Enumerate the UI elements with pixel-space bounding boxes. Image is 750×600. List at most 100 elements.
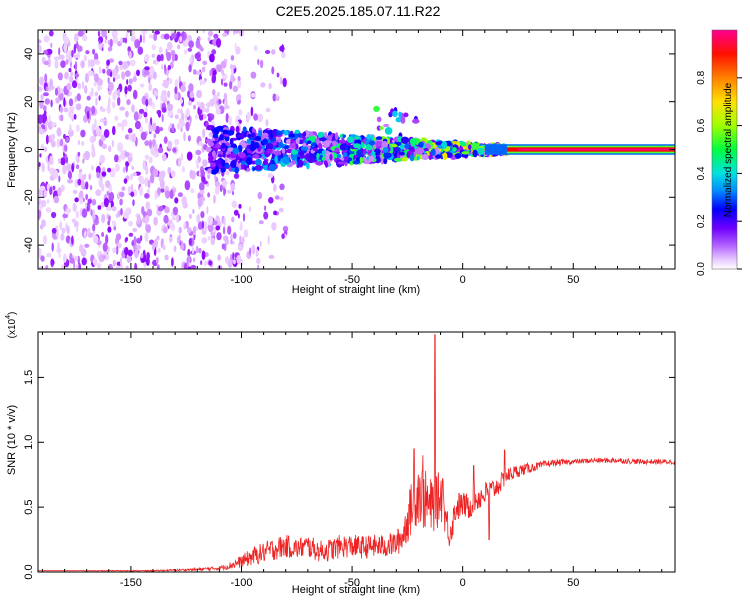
heatmap-cell (163, 90, 167, 96)
heatmap-cell (68, 75, 74, 83)
heatmap-cell (215, 225, 221, 231)
heatmap-cell (156, 264, 160, 269)
heatmap-cell (43, 235, 47, 245)
heatmap-cell (321, 156, 325, 161)
heatmap-cell (267, 172, 274, 179)
heatmap-cell (409, 146, 415, 151)
heatmap-cell (415, 147, 424, 155)
heatmap-cell (111, 206, 117, 212)
heatmap-cell (300, 146, 309, 151)
heatmap-cell (143, 254, 147, 263)
snr-frame (37, 331, 676, 573)
heatmap-cell (159, 179, 165, 189)
heatmap-cell (174, 86, 178, 94)
heatmap-cell (49, 78, 53, 88)
spectrogram-x-label: Height of straight line (km) (292, 284, 420, 296)
heatmap-cell (153, 59, 156, 65)
heatmap-cell (56, 138, 60, 148)
heatmap-cell (121, 71, 125, 80)
heatmap-cell (147, 188, 150, 194)
heatmap-cell (112, 247, 117, 254)
heatmap-cell (57, 241, 60, 251)
heatmap-cell (81, 141, 85, 146)
heatmap-cell (202, 60, 208, 66)
colorbar-tick-label: 0.8 (696, 70, 707, 84)
heatmap-cell (158, 171, 165, 182)
heatmap-cell (71, 80, 78, 89)
heatmap-cell (200, 260, 203, 265)
heatmap-cell (200, 80, 207, 85)
heatmap-cell (225, 256, 230, 264)
heatmap-cell (231, 200, 238, 209)
heatmap-cell (206, 206, 209, 215)
heatmap-cell (282, 77, 287, 88)
heatmap-cell (239, 235, 242, 243)
heatmap-cell (211, 73, 217, 84)
heatmap-cell (56, 228, 59, 238)
heatmap-cell (58, 175, 61, 183)
heatmap-cell (80, 129, 86, 138)
heatmap-cell (39, 185, 46, 191)
heatmap-cell (161, 238, 164, 246)
heatmap-cell (120, 150, 127, 160)
heatmap-cell (170, 222, 174, 231)
heatmap-cell (205, 108, 210, 113)
heatmap-cell (157, 147, 164, 154)
heatmap-cell (274, 155, 279, 164)
heatmap-cell (237, 213, 240, 219)
heatmap-cell (39, 99, 44, 109)
heatmap-cell (50, 122, 57, 127)
heatmap-cell (181, 195, 187, 206)
heatmap-cell (431, 148, 436, 156)
snr-panel: -150 -100 -50 0 50 0.0 0.5 1.0 1.5 Height of st… (5, 312, 676, 596)
heatmap-cell (38, 162, 41, 167)
heatmap-cell (237, 78, 242, 89)
heatmap-cell (123, 211, 129, 219)
heatmap-cell (188, 40, 195, 48)
heatmap-cell (91, 198, 97, 206)
heatmap-cell (268, 82, 272, 90)
heatmap-cell (155, 257, 159, 264)
snr-y-ticks: 0.0 0.5 1.0 1.5 (23, 370, 675, 580)
heatmap-cell (257, 264, 260, 269)
heatmap-cell (268, 197, 274, 204)
heatmap-cell (202, 128, 206, 138)
heatmap-cell (255, 248, 259, 258)
heatmap-cell (176, 122, 182, 130)
heatmap-cell (452, 147, 457, 152)
heatmap-cell (229, 153, 237, 159)
heatmap-cell (195, 114, 198, 120)
heatmap-cell (404, 143, 410, 149)
heatmap-cell (85, 106, 92, 113)
heatmap-cell (150, 146, 155, 156)
heatmap-cell (84, 243, 90, 248)
heatmap-cell (362, 156, 367, 162)
heatmap-cell (356, 149, 363, 158)
snr-y-multiplier-base: (x10 (7, 318, 18, 338)
heatmap-cell (232, 259, 236, 265)
heatmap-cell (242, 213, 246, 222)
heatmap-cell (211, 49, 217, 55)
heatmap-cell (77, 30, 84, 37)
heatmap-cell (271, 222, 277, 231)
heatmap-cell (303, 131, 307, 137)
heatmap-cell (140, 252, 144, 259)
heatmap-cell (166, 69, 169, 77)
heatmap-cell (101, 171, 107, 177)
heatmap-cell (375, 140, 383, 147)
heatmap-cell (398, 151, 405, 156)
heatmap-cell (230, 160, 237, 168)
heatmap-cell (245, 157, 253, 166)
heatmap-cell (99, 118, 106, 123)
heatmap-cell (43, 92, 49, 97)
heatmap-cell (279, 196, 284, 201)
snr-y-label: SNR (10 * v/v) (6, 405, 18, 475)
heatmap-cell (193, 104, 196, 110)
heatmap-cell (204, 260, 208, 267)
heatmap-cell (227, 130, 235, 136)
x-tick-label: 50 (567, 577, 579, 589)
heatmap-cell (64, 71, 69, 80)
heatmap-cell (143, 111, 148, 118)
heatmap-cell (370, 134, 374, 142)
heatmap-cell (223, 235, 229, 242)
